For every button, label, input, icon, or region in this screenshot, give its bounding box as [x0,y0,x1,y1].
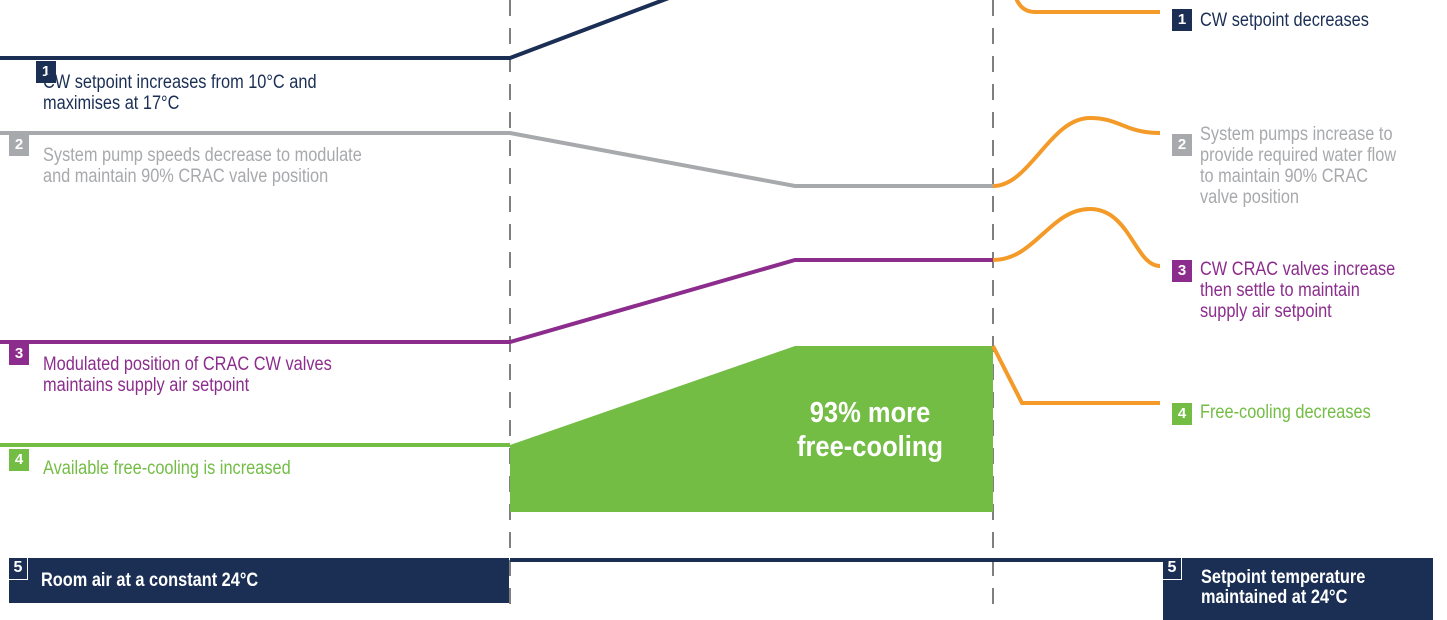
badge-2-left: 2 [9,134,29,156]
badge-4-left: 4 [9,449,29,471]
pump-speed-line [0,131,993,188]
badge-3-right: 3 [1172,260,1192,282]
badge-2-right: 2 [1172,134,1192,156]
label-cw-setpoint-increases: CW setpoint increases from 10°C and maxim… [43,72,317,114]
room-air-box: 5 Room air at a constant 24°C [9,558,509,603]
label-crac-valves-increase: CW CRAC valves increase then settle to ma… [1200,259,1396,322]
badge-5-right: 5 [1163,558,1182,580]
label-cw-setpoint-decreases: CW setpoint decreases [1200,10,1369,31]
label-setpoint-maintained: Setpoint temperature maintained at 24°C [1201,567,1366,608]
label-pump-speed-decrease: System pump speeds decrease to modulate a… [43,145,362,187]
label-crac-valves-modulated: Modulated position of CRAC CW valves main… [43,354,332,396]
badge-1-left: 1 [36,61,56,83]
crac-valve-increase-line [992,206,1161,268]
label-pumps-increase: System pumps increase to provide required… [1200,124,1397,208]
pump-speed-increase-line [992,115,1161,188]
badge-5-left: 5 [9,558,28,580]
free-cooling-callout: 93% more free-cooling [796,397,944,463]
crac-valve-line [0,258,993,344]
badge-1-right: 1 [1172,9,1192,31]
label-free-cooling-decreases: Free-cooling decreases [1200,402,1371,423]
label-room-air-constant: Room air at a constant 24°C [41,570,259,591]
cw-setpoint-decrease-line [1014,0,1160,14]
cw-setpoint-line [0,0,670,60]
badge-4-right: 4 [1172,403,1192,425]
label-free-cooling-increased: Available free-cooling is increased [43,458,291,479]
setpoint-maintained-box: 5 Setpoint temperature maintained at 24°C [1163,558,1433,620]
badge-3-left: 3 [9,343,29,365]
free-cooling-area [510,346,993,512]
free-cooling-decrease-line [991,345,1160,405]
